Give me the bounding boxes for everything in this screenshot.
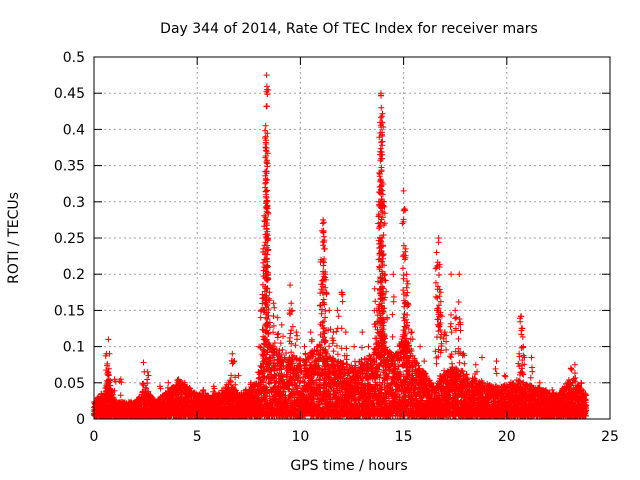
grid xyxy=(94,57,610,419)
chart-title: Day 344 of 2014, Rate Of TEC Index for r… xyxy=(160,21,538,37)
data-points xyxy=(91,72,590,420)
